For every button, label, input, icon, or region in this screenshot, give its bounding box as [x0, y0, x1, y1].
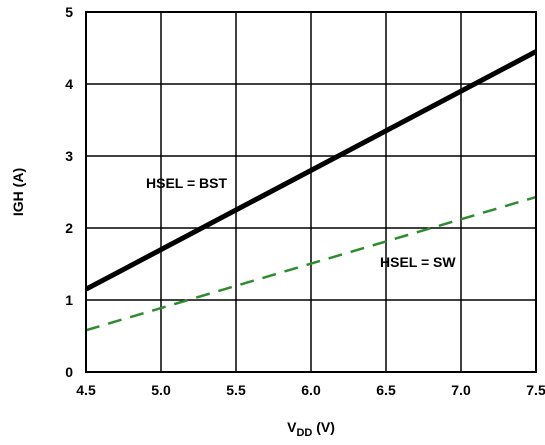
grid [86, 12, 536, 372]
x-tick-label: 6.0 [301, 382, 321, 398]
y-tick-label: 5 [65, 4, 73, 20]
x-axis-label: VDD (V) [287, 419, 335, 439]
x-tick-label: 7.0 [451, 382, 471, 398]
x-axis-label-main: V [287, 419, 297, 435]
annotation-hsel-bst: HSEL = BST [146, 175, 227, 191]
x-tick-labels: 4.5 5.0 5.5 6.0 6.5 7.0 7.5 [76, 382, 545, 398]
annotation-hsel-sw: HSEL = SW [380, 254, 456, 270]
x-tick-label: 5.0 [151, 382, 171, 398]
y-axis-label: IGH (A) [10, 168, 26, 216]
series-layer [84, 49, 538, 332]
series-line-hsel-sw [85, 195, 537, 332]
y-tick-label: 2 [65, 220, 73, 236]
y-tick-labels: 0 1 2 3 4 5 [65, 4, 73, 380]
x-tick-label: 6.5 [376, 382, 396, 398]
y-tick-label: 1 [65, 292, 73, 308]
y-tick-label: 3 [65, 148, 73, 164]
y-tick-label: 4 [65, 76, 73, 92]
y-tick-label: 0 [65, 364, 73, 380]
x-tick-label: 4.5 [76, 382, 96, 398]
series-line-hsel-bst [84, 49, 538, 292]
x-axis-label-sub: DD [296, 427, 312, 439]
plot-frame [85, 11, 537, 373]
x-axis-label-unit: (V) [312, 419, 335, 435]
x-tick-label: 5.5 [226, 382, 246, 398]
x-tick-label: 7.5 [526, 382, 545, 398]
